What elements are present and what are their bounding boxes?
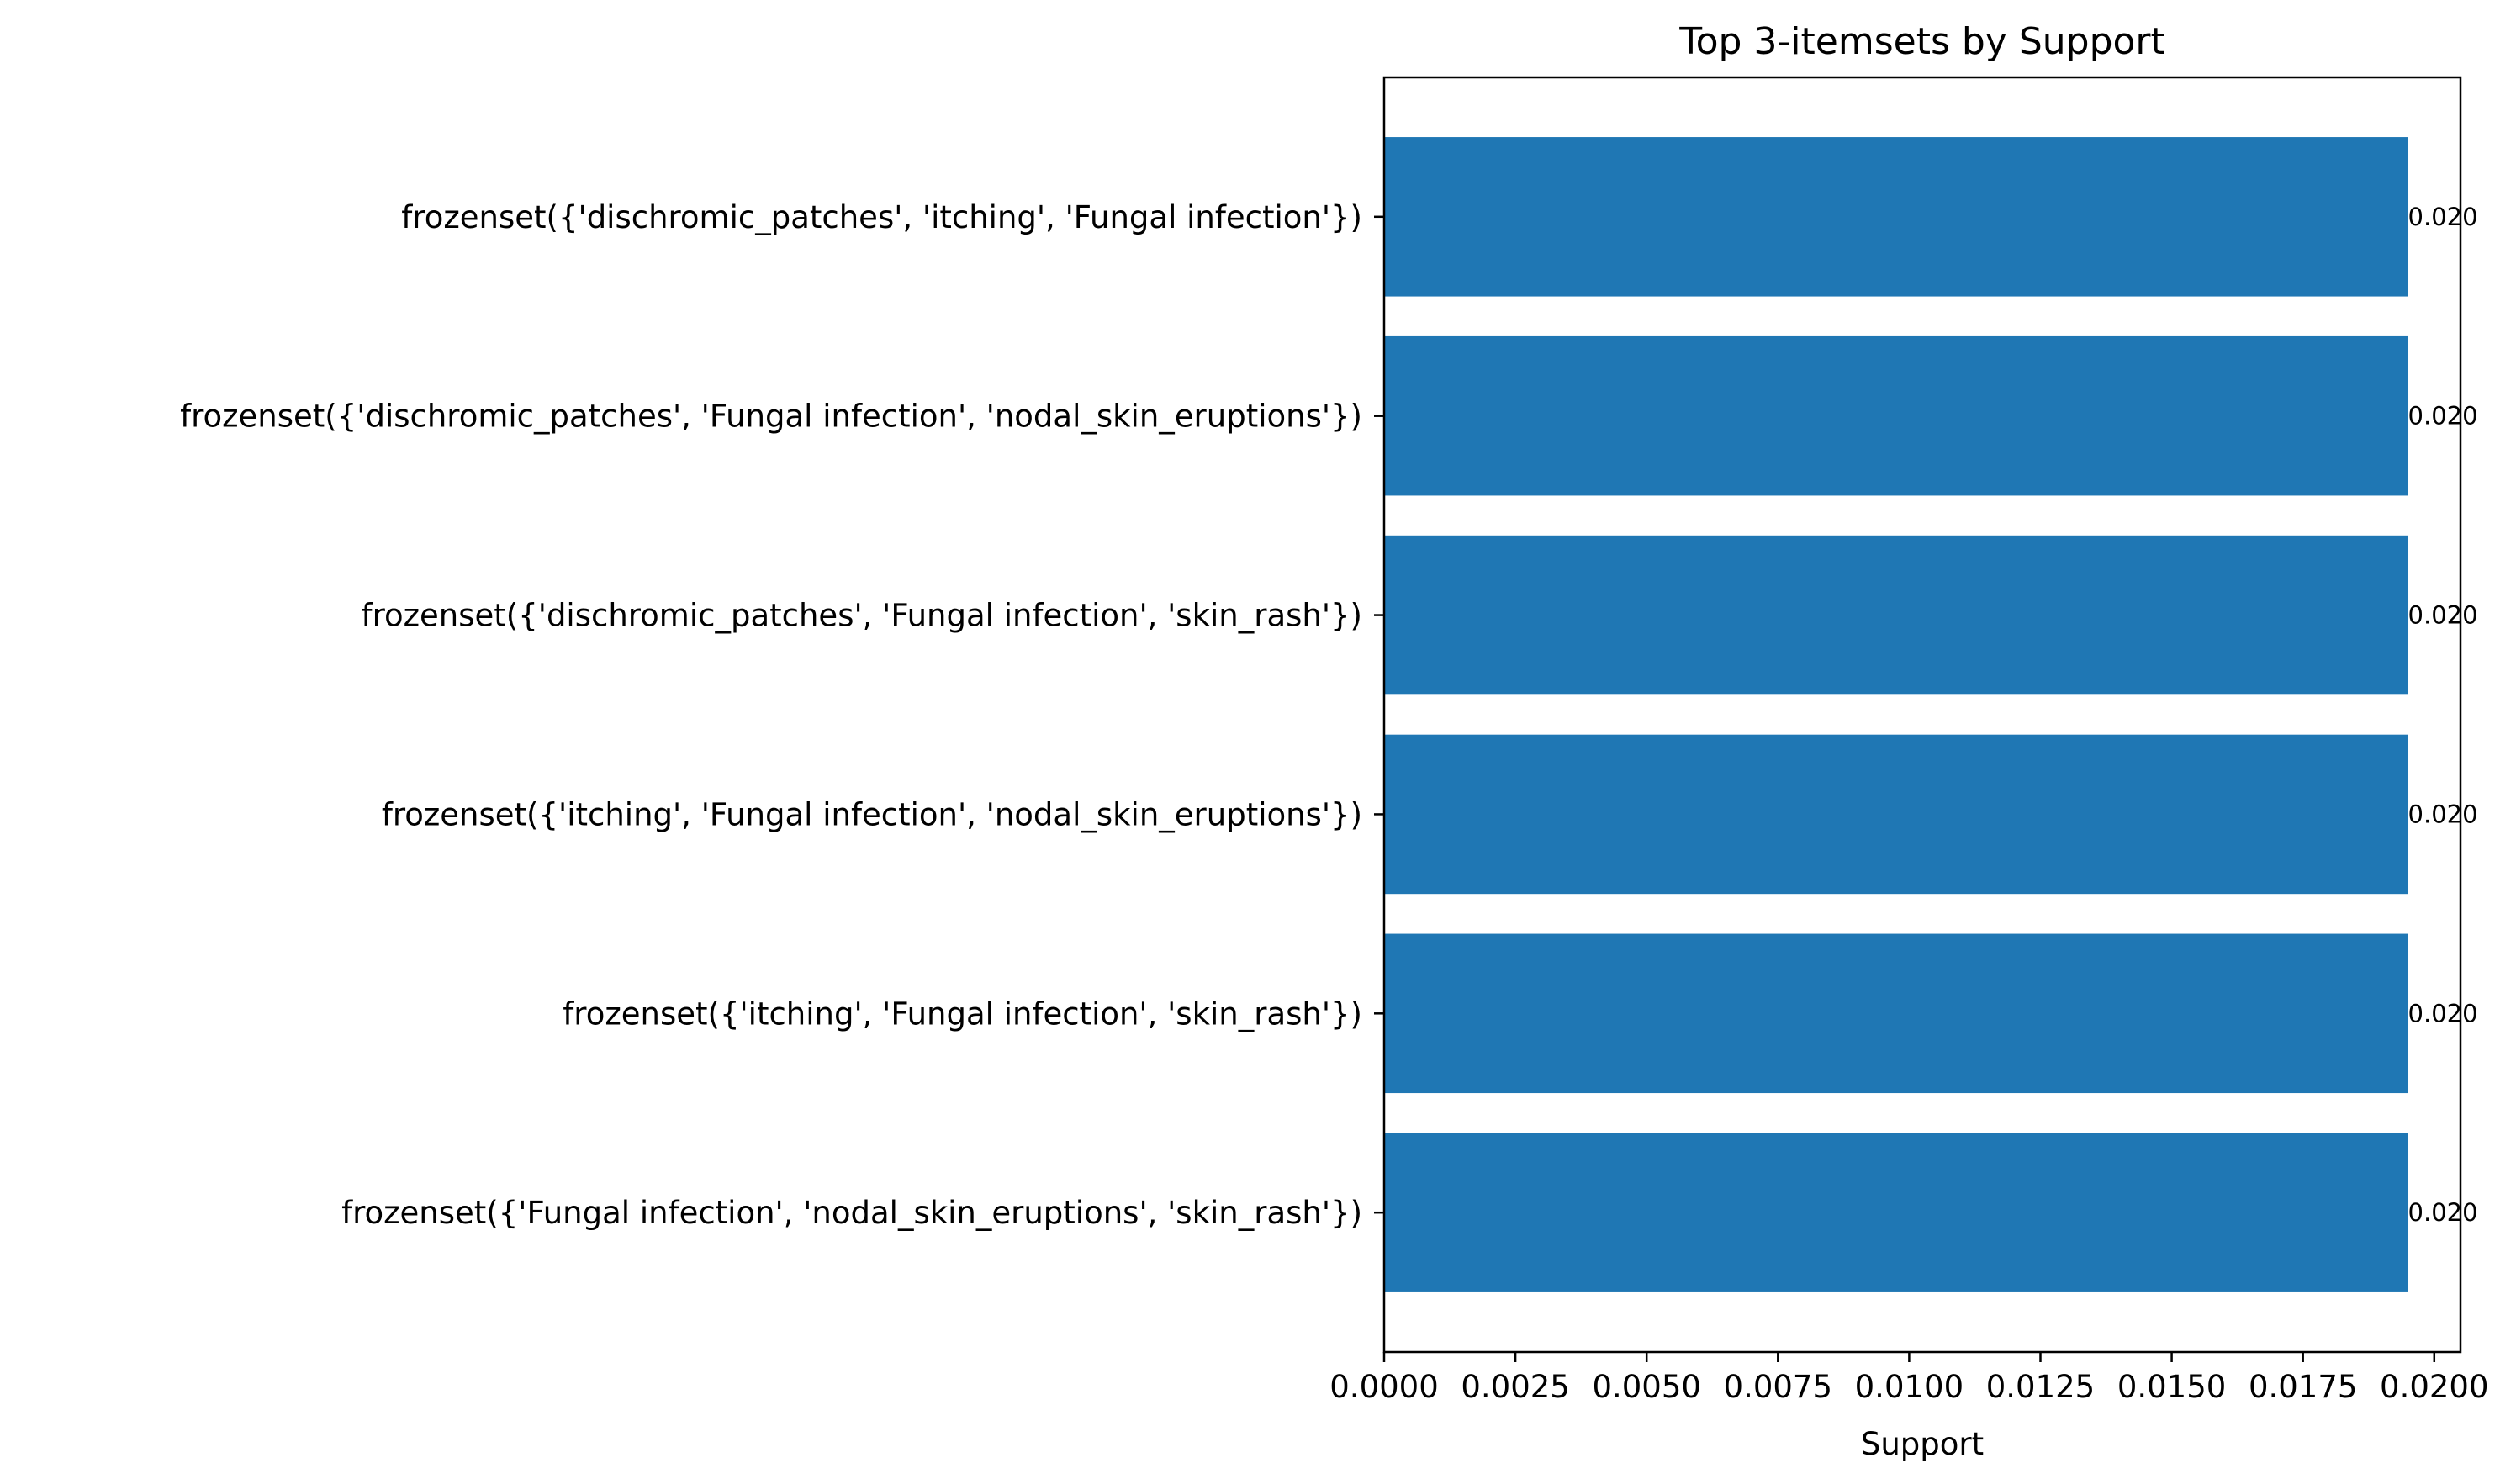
- x-tick-label: 0.0150: [2117, 1369, 2226, 1405]
- x-tick-label: 0.0200: [2380, 1369, 2488, 1405]
- bar: [1384, 535, 2408, 695]
- x-axis-ticks: 0.0000 0.0025 0.0050 0.0075 0.0100 0.0125 0.01…: [1329, 1352, 2489, 1405]
- y-tick-label: frozenset({'dischromic_patches', 'itchin…: [401, 199, 1362, 235]
- bar-value-label: 0.020: [2408, 800, 2478, 828]
- x-tick-label: 0.0075: [1724, 1369, 1832, 1405]
- y-tick-label: frozenset({'itching', 'Fungal infection'…: [563, 995, 1362, 1032]
- chart-title: Top 3-itemsets by Support: [1678, 20, 2165, 63]
- bar: [1384, 734, 2408, 895]
- x-tick-label: 0.0100: [1855, 1369, 1964, 1405]
- x-tick-label: 0.0050: [1592, 1369, 1700, 1405]
- bar: [1384, 1133, 2408, 1292]
- bar-value-label: 0.020: [2408, 999, 2478, 1027]
- x-tick-label: 0.0000: [1329, 1369, 1438, 1405]
- y-tick-label: frozenset({'dischromic_patches', 'Fungal…: [362, 598, 1362, 634]
- bar-value-label: 0.020: [2408, 601, 2478, 630]
- bar: [1384, 933, 2408, 1094]
- bar-value-label: 0.020: [2408, 1198, 2478, 1227]
- bar-value-label: 0.020: [2408, 203, 2478, 231]
- x-axis-label: Support: [1861, 1426, 1984, 1462]
- y-tick-label: frozenset({'dischromic_patches', 'Fungal…: [180, 399, 1362, 435]
- x-tick-label: 0.0125: [1986, 1369, 2095, 1405]
- bars-layer: [1384, 137, 2408, 1292]
- bar-value-label: 0.020: [2408, 402, 2478, 430]
- x-tick-label: 0.0175: [2249, 1369, 2357, 1405]
- y-tick-label: frozenset({'Fungal infection', 'nodal_sk…: [341, 1195, 1362, 1231]
- bar: [1384, 335, 2408, 496]
- data-labels-layer: 0.020 0.020 0.020 0.020 0.020 0.020: [2408, 203, 2478, 1227]
- x-tick-label: 0.0025: [1461, 1369, 1569, 1405]
- bar: [1384, 137, 2408, 297]
- y-axis-ticks: frozenset({'dischromic_patches', 'itchin…: [180, 199, 1384, 1231]
- y-tick-label: frozenset({'itching', 'Fungal infection'…: [382, 796, 1362, 832]
- plot-frame: [1382, 76, 2462, 1354]
